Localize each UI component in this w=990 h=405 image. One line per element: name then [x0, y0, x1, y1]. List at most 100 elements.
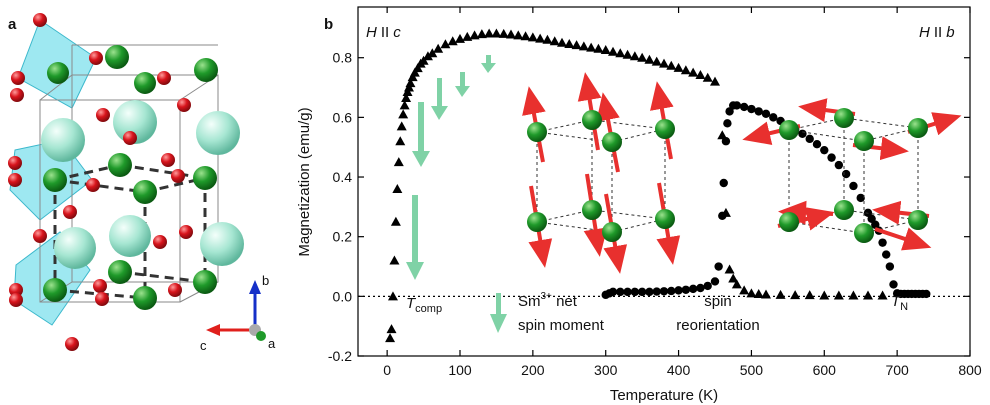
triangle-point: [469, 30, 480, 40]
triangle-point: [455, 33, 465, 43]
axis-a-label: a: [268, 336, 276, 351]
circle-point: [761, 109, 771, 118]
y-tick-label: 0.2: [333, 229, 353, 245]
circle-point: [637, 287, 647, 297]
spin-reorientation-line1: spin: [704, 293, 732, 310]
triangle-point: [398, 109, 409, 119]
triangle-point: [753, 288, 764, 298]
triangle-point: [535, 33, 546, 43]
circle-point: [882, 250, 891, 259]
field-direction-hb: H II b: [919, 24, 955, 41]
magnetization-chart: b 0 100 200 300 400 500 600 700 800 -0.2 0.0 0.2 0.…: [296, 6, 982, 404]
triangle-point: [666, 60, 677, 70]
x-tick-label: 200: [521, 362, 545, 378]
field-direction-hc: H II c: [366, 24, 401, 41]
crystal-structure-panel: a: [8, 13, 276, 353]
circle-point: [723, 119, 732, 128]
spin-structure-hc: [522, 72, 681, 274]
circle-point: [834, 160, 844, 170]
circle-point: [827, 153, 836, 162]
circle-point: [616, 287, 625, 297]
triangle-point: [848, 290, 859, 300]
fe-ions: [43, 45, 218, 310]
circle-point: [805, 134, 814, 144]
circle-point: [769, 113, 778, 122]
triangle-point: [717, 130, 728, 140]
circle-point: [820, 145, 829, 155]
triangle-point: [393, 157, 404, 167]
triangle-point: [476, 29, 487, 39]
circle-point: [889, 280, 898, 289]
triangle-point: [520, 31, 531, 41]
triangle-point: [399, 100, 410, 110]
spin-reorientation-line2: reorientation: [676, 317, 759, 334]
x-tick-label: 700: [885, 362, 909, 378]
panel-a-label: a: [8, 16, 17, 33]
circle-point: [710, 277, 720, 286]
triangle-point: [819, 290, 830, 300]
circle-point: [754, 107, 763, 116]
triangle-point: [695, 70, 706, 80]
x-axis-ticks: 0 100 200 300 400 500 600 700 800: [383, 7, 982, 378]
triangle-point: [571, 40, 582, 50]
panel-b-label: b: [324, 16, 333, 33]
oxygen-ions: [8, 13, 193, 351]
sm-spin-arrows: [406, 55, 507, 333]
triangle-point: [549, 36, 560, 46]
triangle-point: [702, 72, 713, 82]
circle-point: [812, 140, 822, 149]
triangle-point: [863, 290, 873, 300]
circle-point: [878, 238, 887, 247]
triangle-point: [724, 264, 735, 274]
triangle-point: [622, 49, 633, 59]
triangle-point: [396, 121, 407, 131]
triangle-point: [557, 37, 567, 47]
circle-point: [703, 281, 712, 291]
circle-point: [652, 287, 661, 296]
plot-frame: [357, 6, 971, 357]
t-comp-label: Tcomp: [406, 295, 442, 315]
triangle-point: [491, 28, 502, 38]
sm-net-label-line2: spin moment: [518, 317, 605, 334]
triangle-point: [392, 183, 403, 193]
triangle-point: [615, 48, 626, 58]
circle-point: [739, 102, 749, 112]
x-tick-label: 800: [958, 362, 982, 378]
circle-point: [719, 178, 728, 188]
triangle-point: [578, 41, 589, 51]
triangle-point: [731, 279, 742, 289]
circle-point: [732, 101, 742, 110]
triangle-point: [804, 290, 815, 300]
triangle-point: [401, 92, 412, 102]
triangle-point: [433, 43, 444, 53]
triangle-point: [447, 36, 458, 46]
x-tick-label: 0: [383, 362, 391, 378]
circle-point: [798, 129, 807, 138]
triangle-point: [395, 136, 406, 146]
triangle-point: [637, 52, 648, 62]
axis-c-label: c: [200, 338, 207, 353]
circle-point: [659, 287, 669, 296]
circle-point: [688, 284, 698, 294]
triangle-point: [710, 76, 720, 86]
circle-point: [885, 262, 895, 271]
triangle-point: [746, 288, 757, 298]
triangle-point: [586, 42, 597, 52]
x-axis-label: Temperature (K): [610, 387, 718, 404]
triangle-point: [427, 48, 438, 58]
crystal-axes: b c a: [200, 273, 276, 353]
triangle-point: [498, 28, 509, 38]
circle-series: [601, 101, 931, 300]
x-tick-label: 500: [740, 362, 764, 378]
triangle-point: [728, 273, 739, 283]
y-tick-label: 0.4: [333, 169, 353, 185]
circle-point: [718, 211, 727, 221]
triangle-point: [775, 289, 786, 299]
triangle-point: [688, 67, 699, 77]
triangle-point: [527, 32, 538, 42]
circle-point: [645, 287, 654, 297]
x-tick-label: 100: [448, 362, 472, 378]
triangle-point: [385, 333, 396, 343]
y-tick-label: -0.2: [328, 348, 352, 364]
